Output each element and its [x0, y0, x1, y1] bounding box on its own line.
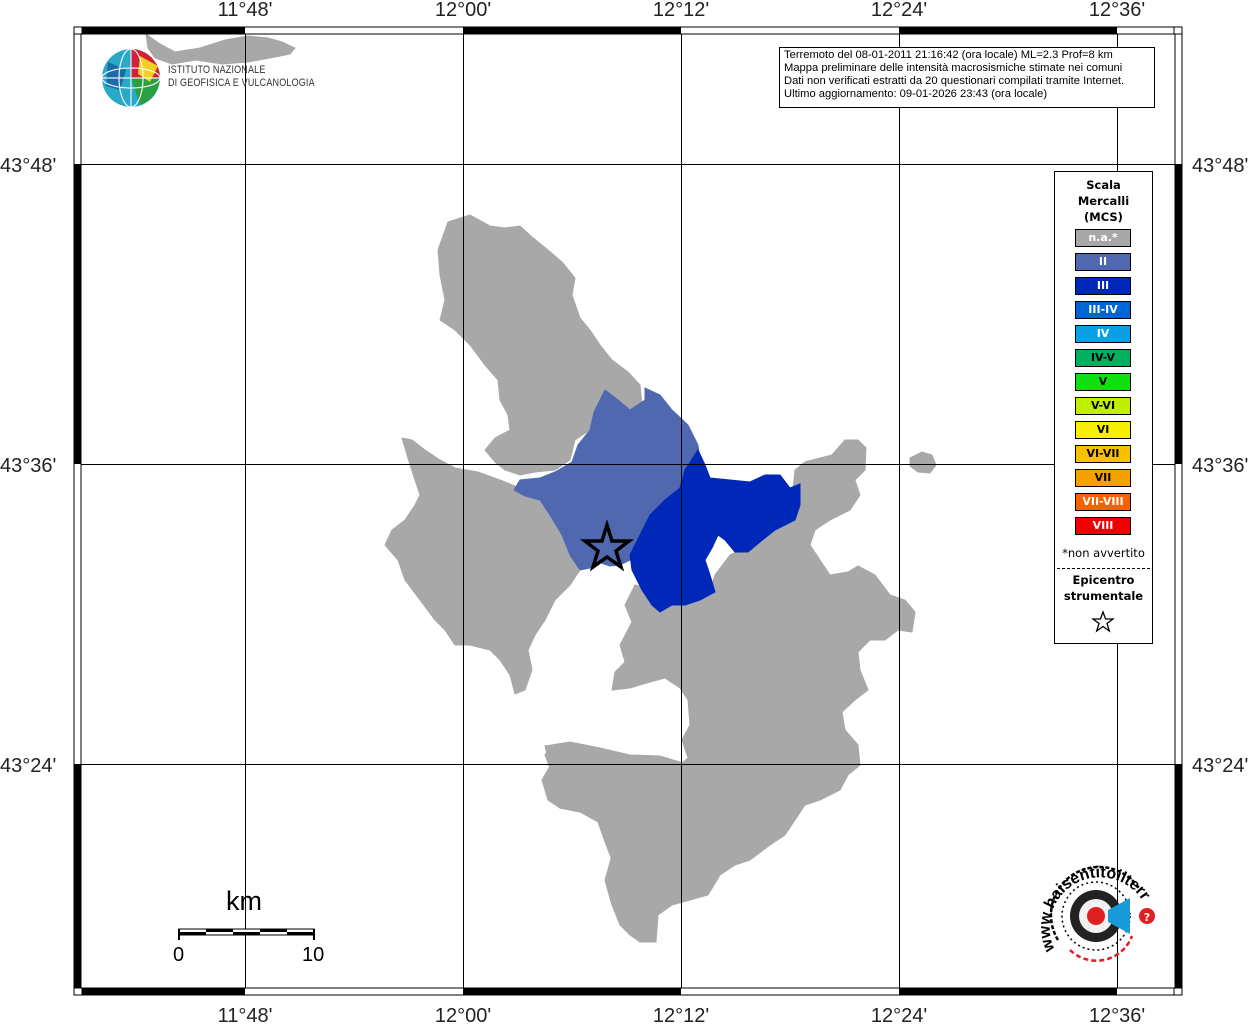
legend-item: VII	[1075, 469, 1131, 487]
lon-label-bottom-5: 12°36'	[1089, 1005, 1145, 1024]
info-line-data-source: Dati non verificati estratti da 20 quest…	[784, 75, 1125, 87]
scale-start-label: 0	[173, 944, 185, 966]
institute-name: ISTITUTO NAZIONALE DI GEOFISICA E VULCAN…	[168, 64, 315, 90]
scale-end-label: 10	[302, 944, 325, 966]
lat-label-left-2: 43°36'	[0, 455, 56, 477]
municipalities-not-felt	[145, 32, 937, 943]
legend-item: III-IV	[1075, 301, 1131, 319]
website-badge-text: www.haisentitoilterremoto.it	[1020, 860, 1153, 955]
legend-title-line3: (MCS)	[1084, 210, 1123, 224]
legend-item: VI-VII	[1075, 445, 1131, 463]
info-line-event: Terremoto del 08-01-2011 21:16:42 (ora l…	[784, 49, 1113, 61]
legend-title-line2: Mercalli	[1077, 194, 1130, 208]
lat-label-right-3: 43°24'	[1192, 755, 1248, 777]
website-url-text: www.haisentitoilterremoto.it	[1020, 860, 1153, 955]
ingv-logo-icon	[101, 48, 161, 108]
region-intensity-II[interactable]	[513, 387, 701, 571]
haisentito-logo-icon[interactable]: ?	[1049, 865, 1155, 962]
lon-label-top-2: 12°00'	[435, 0, 491, 21]
legend-epicenter-line1: Epicentro	[1072, 573, 1135, 587]
legend-item: V-VI	[1075, 397, 1131, 415]
legend-item: V	[1075, 373, 1131, 391]
lon-label-top-3: 12°12'	[653, 0, 709, 21]
lat-label-left-3: 43°24'	[0, 755, 56, 777]
epicenter-star-icon[interactable]	[579, 519, 635, 572]
legend-item: IV	[1075, 325, 1131, 343]
info-line-description: Mappa preliminare delle intensità macros…	[784, 62, 1123, 74]
lon-label-top-4: 12°24'	[871, 0, 927, 21]
legend-divider	[1057, 568, 1150, 569]
legend-title-line1: Scala	[1086, 178, 1121, 192]
region-corner-nw[interactable]	[145, 32, 296, 65]
legend-title: Scala Mercalli (MCS)	[1055, 177, 1152, 225]
region-islet[interactable]	[909, 451, 937, 474]
legend-epicenter-line2: strumentale	[1063, 589, 1144, 603]
svg-text:?: ?	[1144, 911, 1150, 924]
lat-label-right-2: 43°36'	[1192, 455, 1248, 477]
legend-item: VI	[1075, 421, 1131, 439]
lon-label-bottom-2: 12°00'	[435, 1005, 491, 1024]
legend-epicenter-label: Epicentro strumentale	[1055, 572, 1152, 604]
legend-star-icon	[1091, 610, 1115, 633]
region-west[interactable]	[384, 437, 581, 695]
mcs-legend: Scala Mercalli (MCS) n.a.* II III III-IV IV I…	[1054, 171, 1153, 644]
lon-label-bottom-3: 12°12'	[653, 1005, 709, 1024]
scale-unit-label: km	[226, 886, 262, 916]
legend-item: VIII	[1075, 517, 1131, 535]
legend-item: III	[1075, 277, 1131, 295]
event-info-box: Terremoto del 08-01-2011 21:16:42 (ora l…	[779, 47, 1155, 108]
info-line-last-update: Ultimo aggiornamento: 09-01-2026 23:43 (…	[784, 88, 1048, 100]
lon-label-bottom-1: 11°48'	[218, 1005, 273, 1024]
lon-label-top-5: 12°36'	[1089, 0, 1145, 21]
legend-item: VII-VIII	[1075, 493, 1131, 511]
legend-note: *non avvertito	[1062, 546, 1145, 560]
lon-label-bottom-4: 12°24'	[871, 1005, 927, 1024]
lat-label-right-1: 43°48'	[1192, 155, 1248, 177]
svg-text:www.haisentitoilterremoto.it: www.haisentitoilterremoto.it	[1020, 860, 1153, 955]
legend-item: IV-V	[1075, 349, 1131, 367]
legend-item: II	[1075, 253, 1131, 271]
region-south[interactable]	[541, 741, 691, 943]
lon-label-top-1: 11°48'	[218, 0, 273, 21]
legend-item: n.a.*	[1075, 229, 1131, 247]
region-intensity-III[interactable]	[629, 448, 801, 613]
institute-name-line1: ISTITUTO NAZIONALE	[168, 64, 266, 76]
scale-bar	[178, 928, 315, 940]
frame-border	[73, 26, 1183, 996]
institute-name-line2: DI GEOFISICA E VULCANOLOGIA	[168, 77, 315, 89]
lat-label-left-1: 43°48'	[0, 155, 56, 177]
